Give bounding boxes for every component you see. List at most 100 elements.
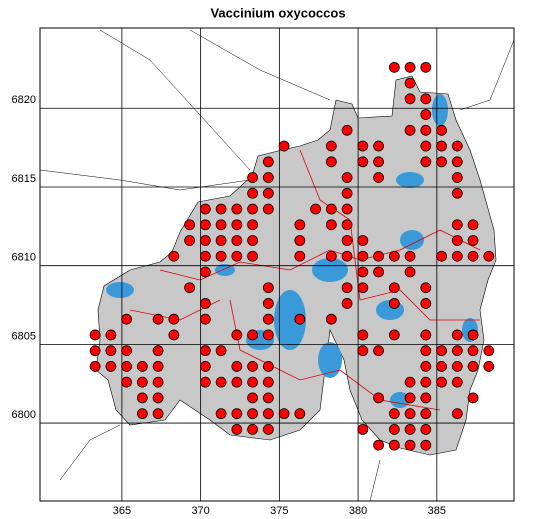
- point: [467, 235, 479, 246]
- point: [152, 408, 164, 420]
- point: [404, 124, 416, 136]
- point: [373, 172, 384, 183]
- point: [388, 282, 400, 294]
- point: [294, 313, 306, 325]
- point: [404, 376, 416, 388]
- point: [262, 423, 274, 435]
- point: [105, 345, 117, 357]
- point: [373, 345, 384, 357]
- point: [231, 423, 243, 435]
- point: [231, 219, 243, 231]
- point: [184, 235, 196, 246]
- point: [247, 203, 258, 215]
- point: [294, 219, 306, 231]
- point: [357, 329, 369, 341]
- point: [247, 361, 258, 372]
- point: [467, 345, 479, 357]
- point: [247, 219, 258, 231]
- y-tick-label: 6805: [12, 330, 36, 342]
- point: [451, 376, 463, 388]
- point: [404, 250, 416, 262]
- point: [294, 408, 306, 420]
- point: [215, 250, 227, 262]
- point: [262, 376, 274, 388]
- point: [199, 219, 211, 231]
- point: [152, 376, 164, 388]
- point: [420, 423, 432, 435]
- point: [121, 376, 133, 388]
- point: [247, 423, 258, 435]
- point: [168, 313, 180, 325]
- point: [262, 282, 274, 294]
- point: [199, 345, 211, 357]
- point: [247, 235, 258, 246]
- point: [420, 93, 432, 105]
- point: [436, 156, 447, 168]
- point: [388, 61, 400, 73]
- point: [357, 266, 369, 278]
- point: [357, 345, 369, 357]
- point: [404, 439, 416, 451]
- plot-frame: [39, 27, 515, 502]
- point: [451, 361, 463, 372]
- point: [247, 408, 258, 420]
- point: [247, 329, 258, 341]
- point: [451, 345, 463, 357]
- point: [451, 329, 463, 341]
- point: [451, 219, 463, 231]
- point: [136, 376, 148, 388]
- point: [89, 345, 101, 357]
- point: [325, 203, 337, 215]
- point: [262, 172, 274, 183]
- point: [388, 329, 400, 341]
- point: [231, 329, 243, 341]
- point: [341, 219, 353, 231]
- point: [231, 361, 243, 372]
- point: [467, 361, 479, 372]
- point: [247, 376, 258, 388]
- point: [262, 313, 274, 325]
- y-tick-label: 6820: [12, 94, 36, 106]
- point: [404, 61, 416, 73]
- point: [436, 361, 447, 372]
- point: [247, 172, 258, 183]
- point: [467, 219, 479, 231]
- point: [451, 187, 463, 199]
- point: [341, 124, 353, 136]
- point: [341, 203, 353, 215]
- point: [294, 250, 306, 262]
- point: [483, 345, 495, 357]
- point: [373, 140, 384, 152]
- point: [341, 282, 353, 294]
- point: [357, 250, 369, 262]
- point: [388, 250, 400, 262]
- point: [262, 156, 274, 168]
- point: [388, 439, 400, 451]
- point: [168, 329, 180, 341]
- point: [105, 361, 117, 372]
- point: [247, 187, 258, 199]
- point: [199, 203, 211, 215]
- point: [420, 361, 432, 372]
- point: [451, 140, 463, 152]
- point: [483, 361, 495, 372]
- point: [199, 250, 211, 262]
- point: [404, 423, 416, 435]
- point: [404, 93, 416, 105]
- point: [420, 298, 432, 309]
- point: [152, 392, 164, 404]
- point: [388, 423, 400, 435]
- point: [136, 408, 148, 420]
- point: [231, 235, 243, 246]
- point: [420, 408, 432, 420]
- point: [451, 408, 463, 420]
- point: [262, 408, 274, 420]
- y-tick-label: 6800: [12, 409, 36, 421]
- point: [436, 376, 447, 388]
- point: [451, 172, 463, 183]
- point: [325, 250, 337, 262]
- point: [373, 250, 384, 262]
- point: [294, 235, 306, 246]
- point: [215, 345, 227, 357]
